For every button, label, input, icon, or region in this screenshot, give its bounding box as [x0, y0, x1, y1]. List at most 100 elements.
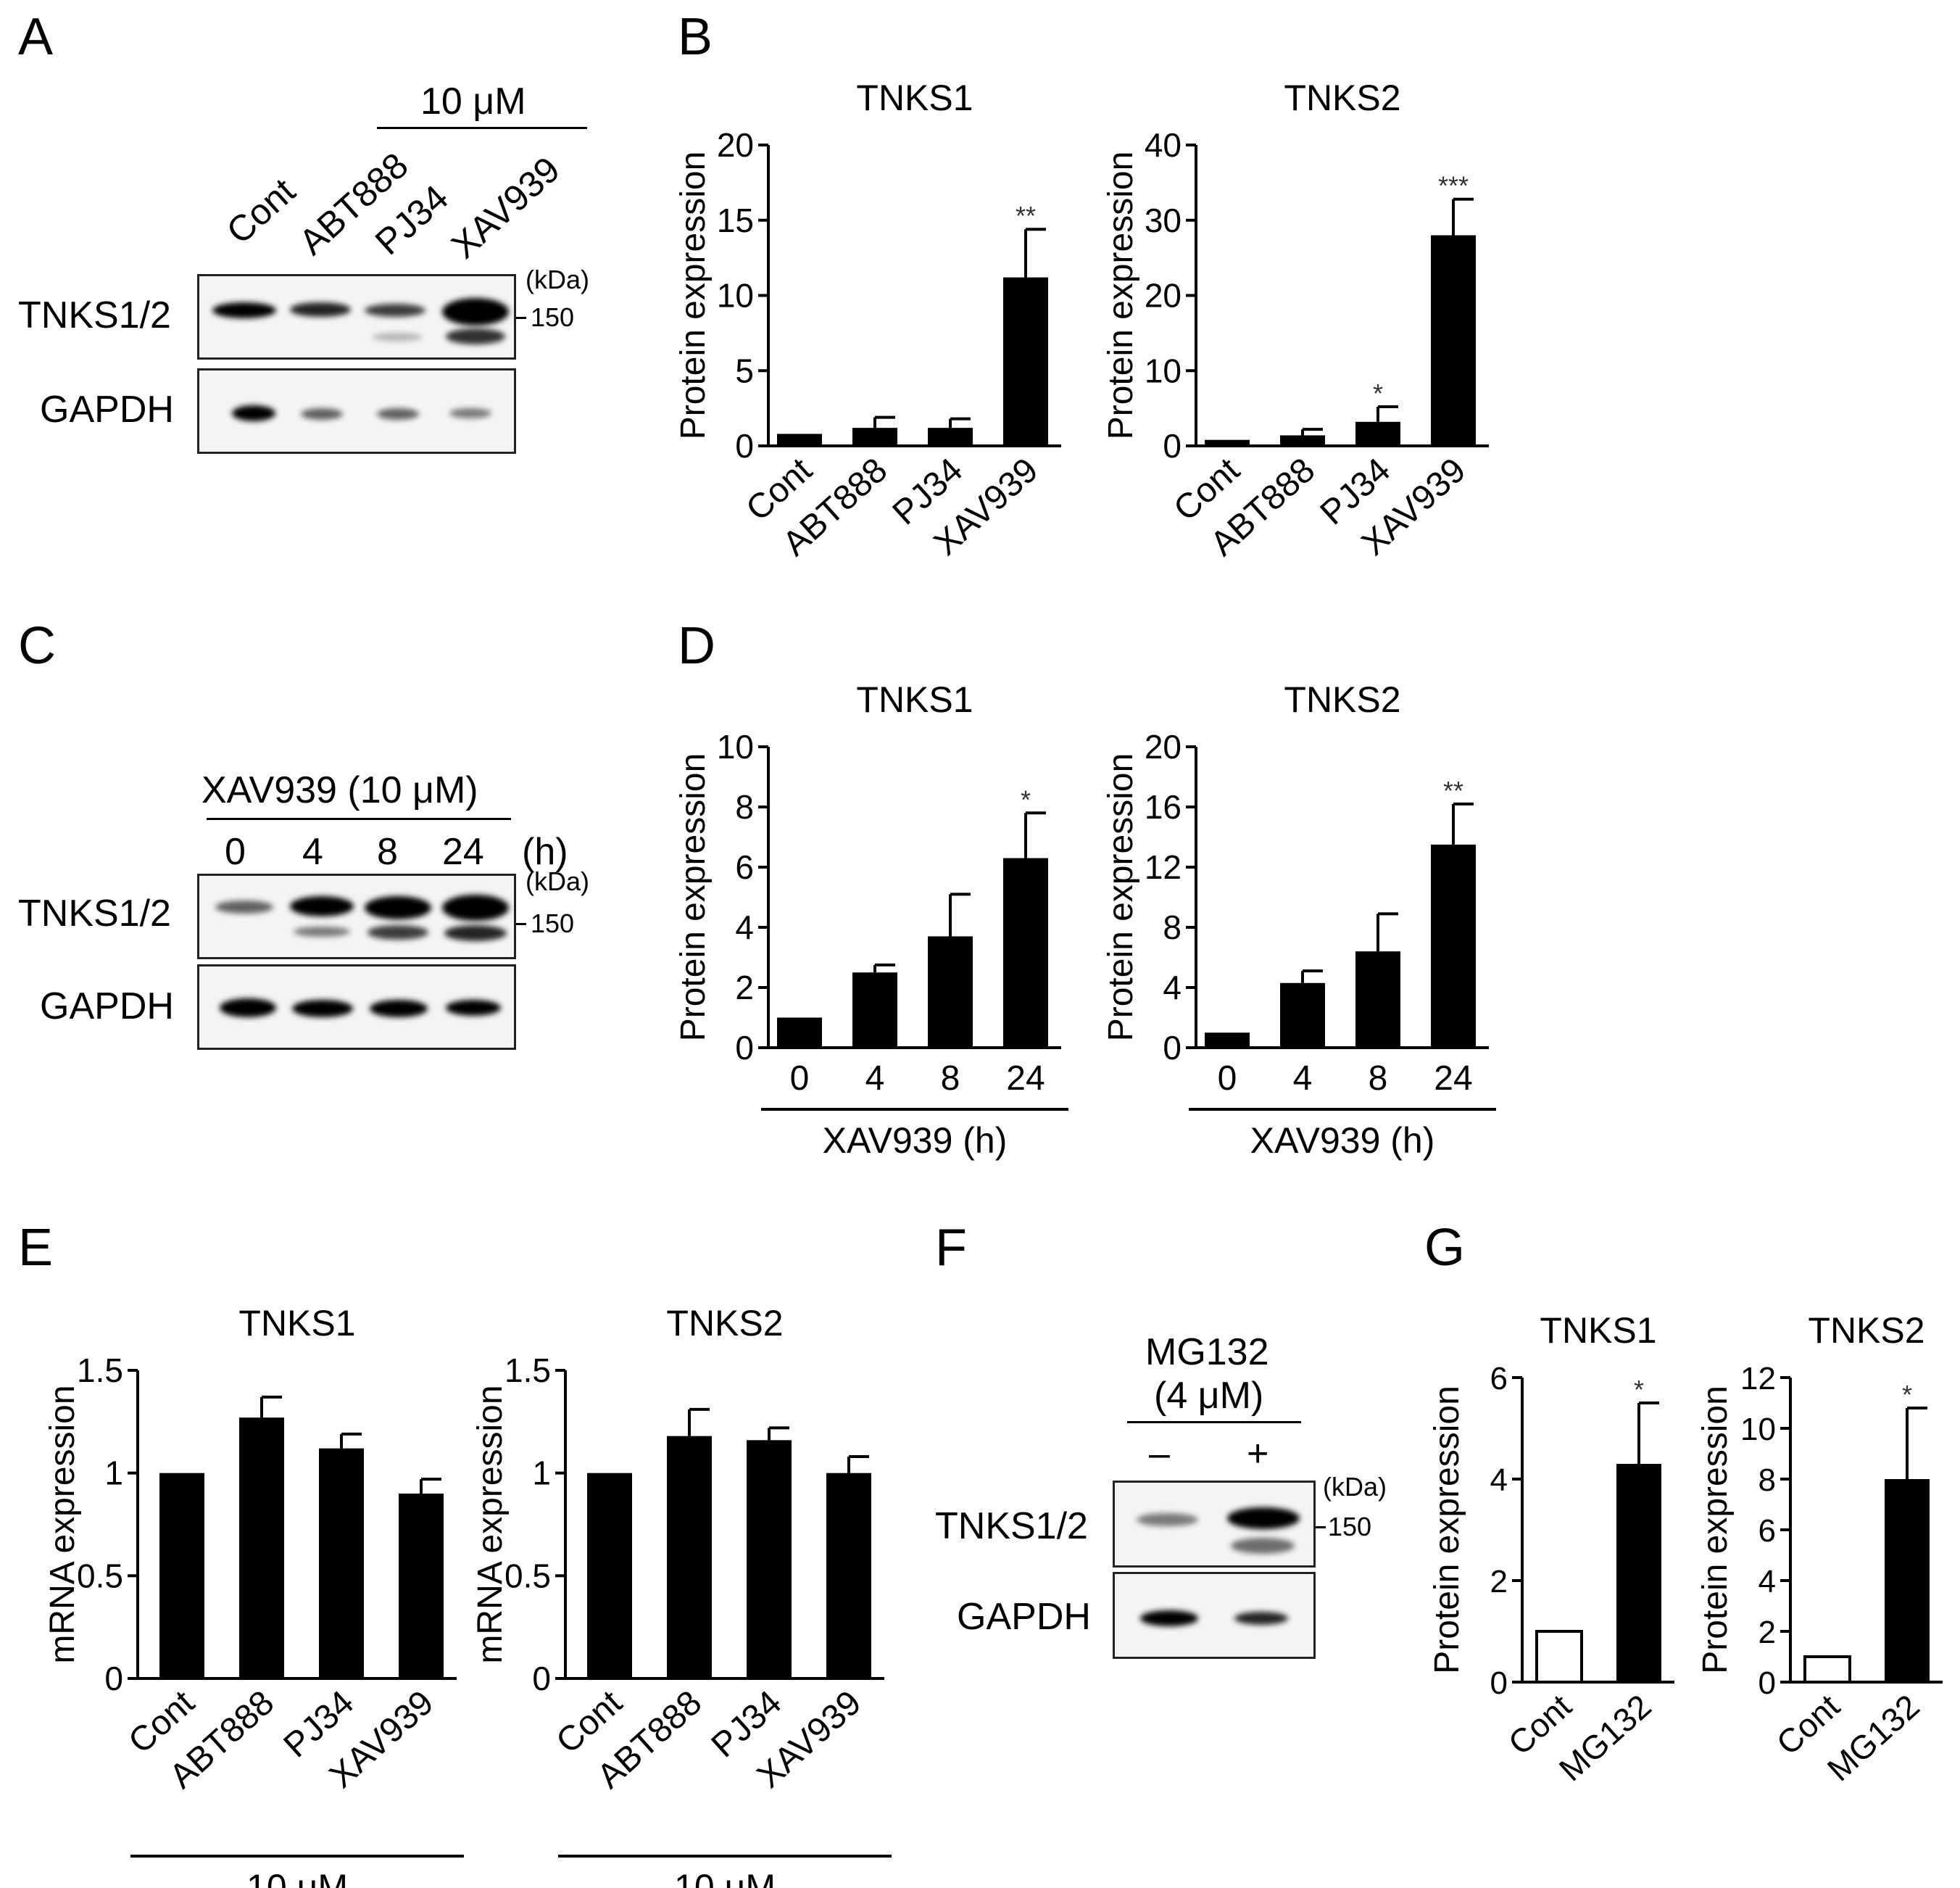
blot-c-time-1: 0: [225, 831, 246, 873]
bar: [1431, 235, 1476, 446]
band: [377, 408, 419, 420]
y-tick-label: 4: [735, 908, 754, 946]
bar: [1280, 435, 1325, 446]
chart-title: TNKS1: [856, 78, 973, 118]
bar: [928, 428, 973, 446]
y-tick-label: 10: [1145, 352, 1182, 389]
y-tick-label: 0: [104, 1660, 123, 1697]
band: [1140, 1610, 1198, 1626]
blot-c-treatment-line: [207, 818, 511, 820]
y-tick-label: 0.5: [77, 1557, 123, 1594]
y-tick-label: 10: [1740, 1412, 1776, 1447]
band: [292, 1000, 353, 1017]
y-tick-label: 2: [1758, 1615, 1776, 1650]
y-axis-label: mRNA expression: [43, 1385, 82, 1663]
y-axis-label: Protein expression: [1102, 152, 1140, 440]
band: [301, 408, 343, 420]
panel-label-b: B: [678, 8, 713, 66]
blot-f-row-1-label: TNKS1/2: [935, 1505, 1088, 1547]
bar: [777, 1017, 822, 1048]
x-tick-label: 24: [1006, 1059, 1045, 1098]
band: [442, 895, 509, 921]
band: [212, 302, 276, 318]
panel-label-d: D: [678, 617, 715, 675]
panel-label-e: E: [18, 1219, 54, 1277]
x-tick-label: 0: [1218, 1059, 1237, 1098]
x-tick-label: 24: [1434, 1059, 1472, 1098]
blot-c-row-2-label: GAPDH: [40, 985, 174, 1027]
bar: [928, 936, 973, 1048]
y-tick-label: 40: [1145, 126, 1182, 164]
x-tick-label: 8: [1369, 1059, 1388, 1098]
y-tick-label: 8: [1758, 1462, 1776, 1498]
blot-a-row-1-label: TNKS1/2: [18, 294, 171, 336]
band: [368, 925, 428, 940]
x-tick-label: 0: [790, 1059, 810, 1098]
blot-a-lane-1: Cont: [218, 170, 303, 252]
blot-c-marker-tick: [516, 923, 526, 925]
bar: [1616, 1464, 1661, 1682]
bar: [777, 434, 822, 446]
blot-a-marker: 150: [531, 302, 575, 332]
y-axis-label: Protein expression: [1102, 753, 1140, 1042]
blot-a-row-2-label: GAPDH: [40, 389, 174, 431]
band: [290, 302, 351, 317]
y-tick-label: 8: [735, 788, 754, 826]
y-tick-label: 0: [1758, 1665, 1776, 1701]
bar: [826, 1473, 871, 1678]
y-tick-label: 12: [1145, 848, 1182, 886]
band: [449, 408, 491, 418]
y-tick-label: 4: [1490, 1462, 1508, 1498]
y-tick-label: 16: [1145, 788, 1182, 826]
blot-a-lane-4: XAV939: [443, 149, 568, 267]
band: [1231, 1538, 1295, 1554]
chart-title: TNKS1: [1540, 1310, 1656, 1351]
bar: [1003, 277, 1048, 446]
x-group-label: XAV939 (h): [823, 1120, 1008, 1161]
chart-title: TNKS2: [1808, 1310, 1924, 1351]
x-tick-label: 4: [865, 1059, 885, 1098]
band: [365, 896, 431, 919]
band: [294, 927, 350, 937]
y-tick-label: 2: [735, 969, 754, 1006]
panel-label-f: F: [935, 1219, 967, 1277]
blot-f-treatment-2: (4 μM): [1154, 1375, 1264, 1417]
band: [446, 1000, 501, 1016]
blot-f-marker-tick: [1316, 1526, 1326, 1528]
blot-f-kda: (kDa): [1323, 1472, 1387, 1502]
bar: [587, 1473, 632, 1678]
panel-label-a: A: [18, 8, 54, 66]
panel-label-g: G: [1424, 1219, 1466, 1277]
y-tick-label: 0: [735, 427, 754, 465]
y-axis-label: Protein expression: [1428, 1386, 1466, 1674]
blot-f-minus: –: [1149, 1433, 1170, 1475]
blot-c-gapdh-frame: [197, 964, 516, 1050]
y-tick-label: 0: [1163, 427, 1182, 465]
band: [370, 1000, 428, 1017]
chart-title: TNKS1: [238, 1303, 355, 1343]
bar: [1803, 1655, 1851, 1684]
significance-marker: ***: [1438, 171, 1469, 201]
band: [365, 304, 425, 317]
x-group-label: XAV939 (h): [1250, 1120, 1435, 1161]
band: [232, 405, 275, 421]
blot-c-treatment: XAV939 (10 μM): [202, 769, 478, 811]
band: [215, 900, 273, 914]
significance-marker: *: [1634, 1375, 1644, 1404]
band: [446, 328, 505, 344]
panel-label-c: C: [18, 617, 56, 675]
y-tick-label: 4: [1163, 969, 1182, 1006]
y-axis-label: Protein expression: [1696, 1386, 1735, 1674]
band: [1227, 1507, 1300, 1529]
blot-f-marker: 150: [1328, 1512, 1372, 1541]
chart-title: TNKS2: [1284, 679, 1400, 720]
y-tick-label: 12: [1740, 1361, 1776, 1396]
y-tick-label: 4: [1758, 1564, 1776, 1599]
y-tick-label: 0: [1163, 1029, 1182, 1067]
band: [444, 925, 507, 941]
band: [290, 896, 354, 916]
